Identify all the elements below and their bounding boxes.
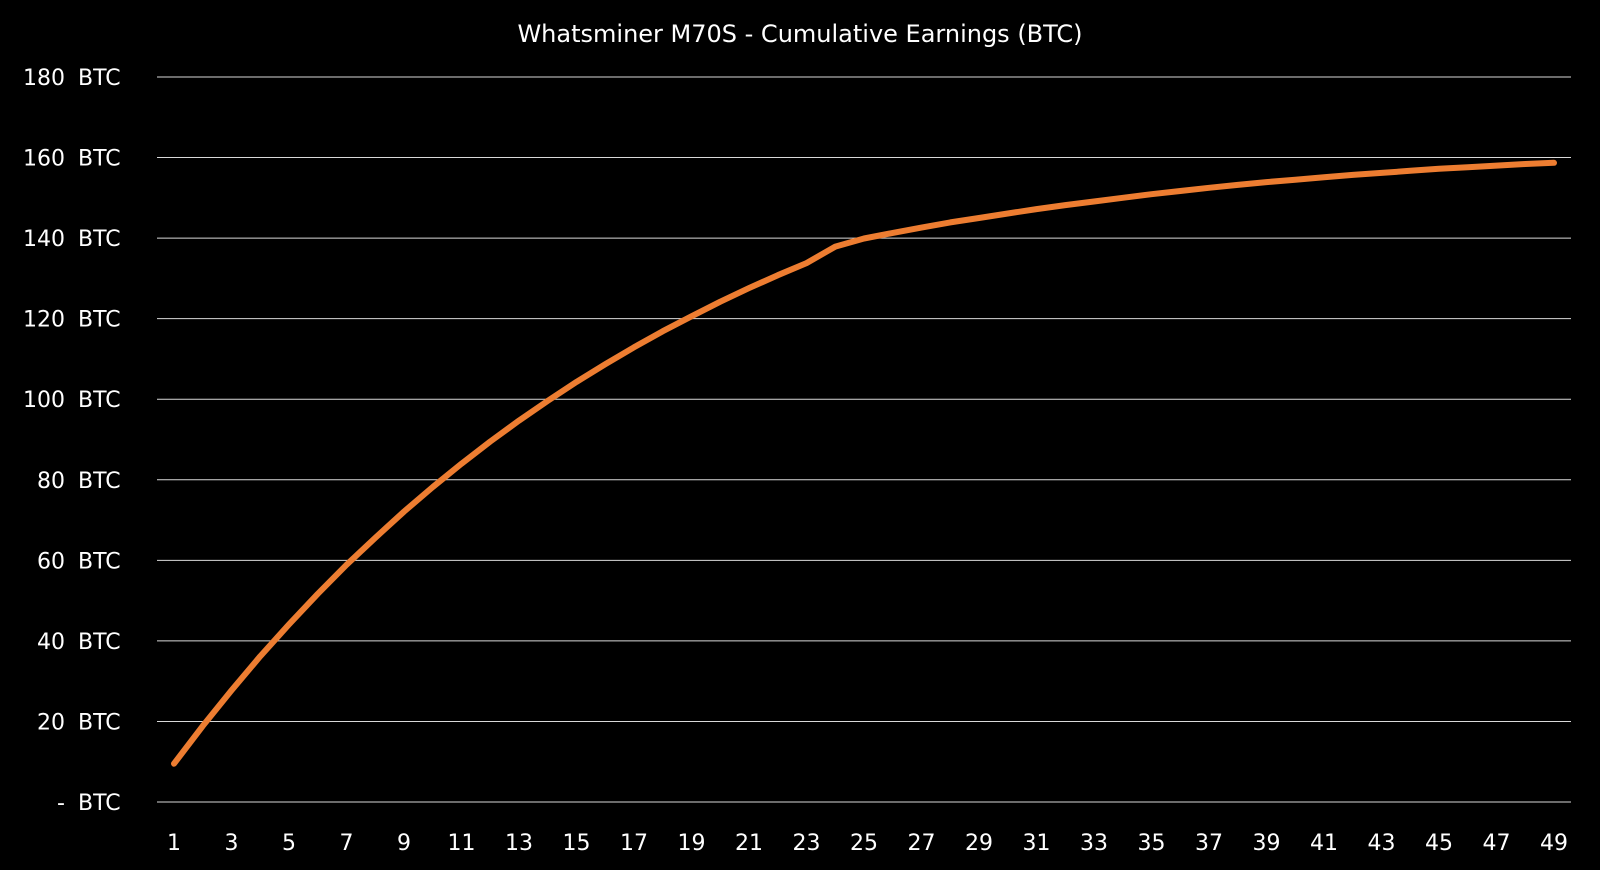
gridlines: [157, 76, 1571, 803]
x-tick-label: 21: [735, 831, 763, 856]
y-tick-label: - BTC: [57, 791, 121, 816]
chart-title: Whatsminer M70S - Cumulative Earnings (B…: [517, 20, 1082, 48]
series-line: [171, 159, 1557, 767]
x-tick-label: 27: [908, 831, 936, 856]
x-tick-label: 37: [1195, 831, 1223, 856]
x-tick-label: 15: [563, 831, 591, 856]
x-tick-label: 49: [1540, 831, 1568, 856]
x-tick-label: 23: [793, 831, 821, 856]
x-tick-label: 5: [282, 831, 296, 856]
x-axis-tick-labels: 1 3 5 7 9 11 13 15 17 19 21 23 25 27 29 31 33 35 37 39 41 43 4…: [167, 831, 1568, 856]
x-tick-label: 31: [1023, 831, 1051, 856]
x-tick-label: 1: [167, 831, 181, 856]
x-tick-label: 19: [678, 831, 706, 856]
y-tick-label: 20 BTC: [37, 710, 121, 735]
x-tick-label: 7: [340, 831, 354, 856]
y-tick-label: 140 BTC: [23, 227, 121, 252]
series-line-group: [171, 159, 1557, 767]
y-tick-label: 40 BTC: [37, 630, 121, 655]
x-tick-label: 33: [1080, 831, 1108, 856]
x-tick-label: 39: [1253, 831, 1281, 856]
x-tick-label: 35: [1138, 831, 1166, 856]
x-tick-label: 47: [1483, 831, 1511, 856]
y-tick-label: 120 BTC: [23, 308, 121, 333]
y-axis-tick-labels: - BTC 20 BTC 40 BTC 60 BTC 80 BTC 100 BTC 120 BTC 140 B…: [23, 66, 121, 816]
x-tick-label: 43: [1368, 831, 1396, 856]
x-tick-label: 3: [225, 831, 239, 856]
x-tick-label: 9: [397, 831, 411, 856]
x-tick-label: 17: [620, 831, 648, 856]
y-tick-label: 80 BTC: [37, 469, 121, 494]
y-tick-label: 100 BTC: [23, 388, 121, 413]
y-tick-label: 180 BTC: [23, 66, 121, 91]
x-tick-label: 45: [1425, 831, 1453, 856]
x-tick-label: 29: [965, 831, 993, 856]
x-tick-label: 13: [505, 831, 533, 856]
y-tick-label: 160 BTC: [23, 147, 121, 172]
x-tick-label: 25: [850, 831, 878, 856]
x-tick-label: 41: [1310, 831, 1338, 856]
x-tick-label: 11: [448, 831, 476, 856]
y-tick-label: 60 BTC: [37, 549, 121, 574]
